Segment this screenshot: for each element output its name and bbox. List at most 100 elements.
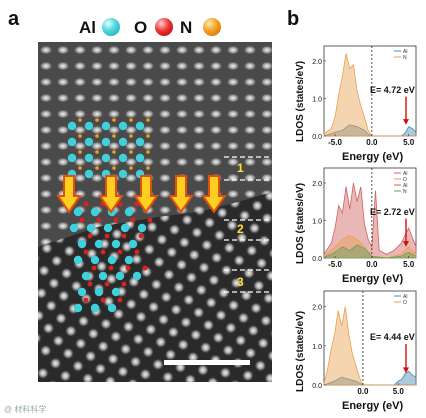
series-area-o xyxy=(323,306,416,386)
y-tick-label: 0.0 xyxy=(312,383,322,390)
x-tick-label: 0.0 xyxy=(366,260,378,269)
al-atom xyxy=(137,223,147,233)
n-atom xyxy=(129,134,133,138)
al-atom xyxy=(77,287,87,297)
series-area-al xyxy=(323,182,417,259)
al-atom xyxy=(98,271,108,281)
o-atom xyxy=(104,281,110,287)
atom-overlay-bottom xyxy=(69,201,153,313)
al-atom xyxy=(101,153,111,163)
al-atom xyxy=(120,223,130,233)
x-tick-label: 0.0 xyxy=(366,138,378,147)
y-tick-label: 0.0 xyxy=(312,256,322,263)
energy-gap-label: E= 4.44 eV xyxy=(370,332,415,342)
legend-entry: Al xyxy=(403,294,407,300)
al-atom xyxy=(67,153,77,163)
gap-arrow-head xyxy=(403,119,409,125)
energy-xlabel-3: Energy (eV) xyxy=(342,400,404,412)
o-atom xyxy=(96,217,102,223)
x-tick-label: 5.0 xyxy=(403,260,415,269)
al-atom xyxy=(124,207,134,217)
o-atom xyxy=(104,233,110,239)
al-atom xyxy=(118,121,128,131)
al-atom xyxy=(84,137,94,147)
al-atom xyxy=(101,121,111,131)
al-atom xyxy=(73,207,83,217)
series-area-n xyxy=(323,244,417,259)
n-atom xyxy=(112,118,116,122)
o-atom xyxy=(100,249,106,255)
series-area-o xyxy=(323,235,417,259)
legend-n-text: N xyxy=(180,18,193,37)
n-atom xyxy=(146,134,150,138)
o-atom xyxy=(130,217,136,223)
al-atom xyxy=(135,153,145,163)
al-atom xyxy=(81,271,91,281)
n-atom xyxy=(78,118,82,122)
o-atom xyxy=(83,249,89,255)
region-label-2: 2 xyxy=(237,222,244,236)
gap-arrow-head xyxy=(403,367,409,374)
al-atom xyxy=(135,137,145,147)
o-atom xyxy=(134,201,140,207)
n-atom xyxy=(95,166,99,170)
o-atom xyxy=(134,249,140,255)
o-atom xyxy=(121,233,127,239)
o-atom xyxy=(117,201,123,207)
al-atom-icon xyxy=(102,18,120,36)
n-atom xyxy=(146,150,150,154)
al-atom xyxy=(135,121,145,131)
region-label-3: 3 xyxy=(237,275,244,289)
al-atom xyxy=(90,255,100,265)
n-atom xyxy=(146,118,150,122)
n-atom xyxy=(78,134,82,138)
ldos-ylabel-1: LDOS (states/eV) xyxy=(295,60,306,142)
al-atom xyxy=(118,169,128,179)
al-atom xyxy=(128,239,138,249)
stem-image xyxy=(38,42,272,382)
al-atom xyxy=(69,223,79,233)
o-atom xyxy=(91,265,97,271)
o-atom xyxy=(87,233,93,239)
al-atom xyxy=(124,255,134,265)
o-atom xyxy=(117,297,123,303)
al-atom xyxy=(94,239,104,249)
ldos-ylabel-3: LDOS (states/eV) xyxy=(295,310,306,392)
n-atom-icon xyxy=(203,18,221,36)
o-atom xyxy=(138,233,144,239)
al-atom xyxy=(73,255,83,265)
al-atom xyxy=(84,169,94,179)
o-atom xyxy=(125,265,131,271)
n-atom xyxy=(129,166,133,170)
y-tick-label: 2.0 xyxy=(312,59,322,66)
displacement-arrows xyxy=(56,175,227,214)
watermark-text: @ 材料科学 xyxy=(4,405,47,414)
al-atom xyxy=(73,303,83,313)
al-atom xyxy=(103,223,113,233)
legend-entry: O xyxy=(403,177,407,183)
y-tick-label: 2.0 xyxy=(312,181,322,188)
n-atom xyxy=(146,166,150,170)
panel-a-label: a xyxy=(8,8,20,30)
n-atom xyxy=(95,118,99,122)
legend-entry: Al xyxy=(403,49,407,55)
n-atom xyxy=(95,150,99,154)
y-tick-label: 1.0 xyxy=(312,97,322,104)
n-atom xyxy=(129,118,133,122)
scale-bar xyxy=(164,360,250,365)
n-atom xyxy=(112,134,116,138)
al-atom xyxy=(90,207,100,217)
series-area-n xyxy=(323,53,416,137)
n-atom xyxy=(112,166,116,170)
region-label-1: 1 xyxy=(237,161,244,175)
panel-b-label: b xyxy=(287,8,300,30)
x-tick-label: -5.0 xyxy=(328,138,342,147)
al-atom xyxy=(115,271,125,281)
legend-al-text: Al xyxy=(79,18,96,37)
o-atom xyxy=(108,265,114,271)
y-tick-label: 0.0 xyxy=(312,134,322,141)
o-atom xyxy=(87,281,93,287)
n-atom xyxy=(78,166,82,170)
n-atom xyxy=(78,150,82,154)
